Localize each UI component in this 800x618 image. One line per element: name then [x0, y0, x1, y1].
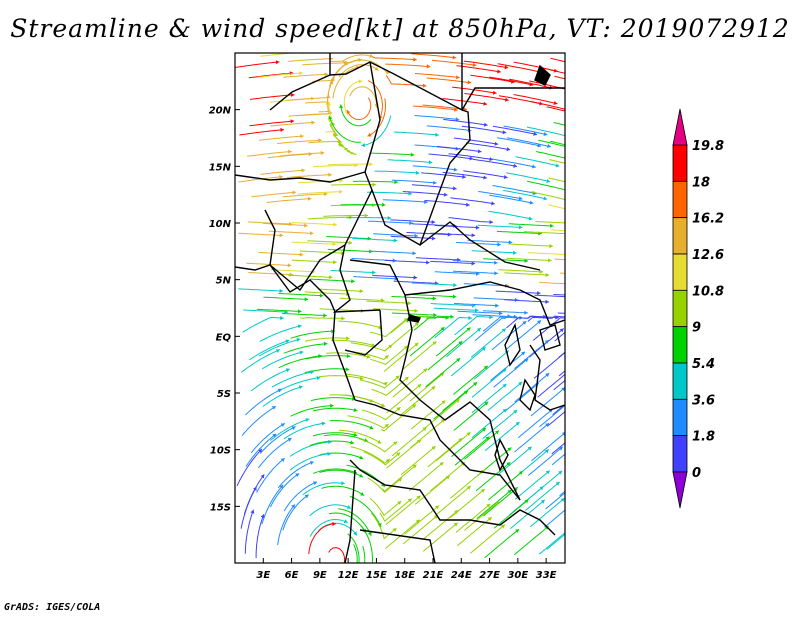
lat-tick-label: 10S: [210, 446, 231, 457]
colorbar-segment: [672, 326, 688, 364]
colorbar-segment: [672, 362, 688, 400]
colorbar-segment: [672, 435, 688, 473]
colorbar-label: 3.6: [692, 393, 715, 408]
lat-tick-label: 15S: [210, 502, 231, 513]
colorbar-label: 10.8: [692, 284, 724, 299]
chart-title: Streamline & wind speed[kt] at 850hPa, V…: [10, 14, 790, 43]
lon-tick-label: 27E: [479, 570, 500, 581]
lat-tick-label: 5N: [216, 276, 232, 287]
lon-tick-label: 3E: [256, 570, 270, 581]
country-borders: [235, 53, 565, 563]
lat-tick-label: EQ: [216, 332, 232, 343]
lat-tick-label: 5S: [217, 389, 231, 400]
colorbar-label: 16.2: [692, 212, 724, 227]
colorbar-label: 19.8: [692, 139, 724, 154]
colorbar: 19.8 18 16.2 12.6 10.8 9 5.4 3.6 1.8 0: [672, 108, 724, 509]
colorbar-segment: [672, 253, 688, 291]
colorbar-segment: [672, 144, 688, 182]
colorbar-segment: [672, 217, 688, 255]
lon-tick-label: 18E: [394, 570, 415, 581]
lon-tick-label: 24E: [451, 570, 472, 581]
lat-tick-label: 15N: [209, 162, 232, 173]
lon-tick-label: 30E: [507, 570, 528, 581]
lon-tick-label: 9E: [313, 570, 327, 581]
lon-tick-label: 21E: [423, 570, 444, 581]
plot-frame: [234, 52, 566, 564]
lat-tick-label: 20N: [209, 106, 232, 117]
lat-tick-label: 10N: [209, 219, 232, 230]
colorbar-max-arrow: [672, 108, 688, 146]
credit-label: GrADS: IGES/COLA: [4, 602, 101, 613]
axis-ticks: 3E 6E 9E 12E 15E 18E 21E 24E 27E 30E 33E 20N 15N 10N 5…: [209, 106, 557, 581]
colorbar-label: 12.6: [692, 248, 724, 263]
colorbar-segment: [672, 289, 688, 328]
colorbar-label: 1.8: [692, 430, 715, 445]
lon-tick-label: 12E: [338, 570, 359, 581]
lon-tick-label: 15E: [366, 570, 387, 581]
colorbar-min-arrow: [672, 471, 688, 509]
colorbar-label: 5.4: [692, 357, 715, 372]
colorbar-label: 18: [692, 175, 710, 190]
colorbar-segment: [672, 398, 688, 437]
colorbar-label: 0: [692, 466, 701, 481]
lon-tick-label: 33E: [536, 570, 557, 581]
colorbar-label: 9: [692, 321, 701, 336]
colorbar-segment: [672, 180, 688, 219]
lon-tick-label: 6E: [285, 570, 299, 581]
